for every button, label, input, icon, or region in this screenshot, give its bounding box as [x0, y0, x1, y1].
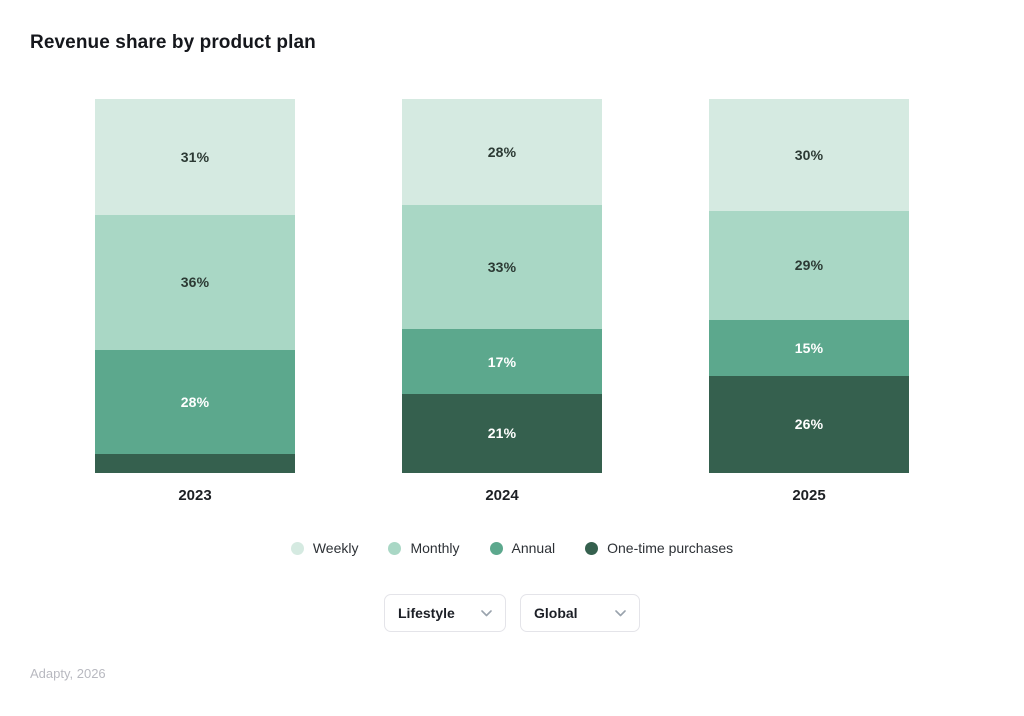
stacked-bar-2024: 28% 33% 17% 21% — [402, 99, 602, 473]
legend-swatch-icon — [489, 541, 503, 555]
segment-monthly: 29% — [709, 211, 909, 320]
segment-one-time-purchases: 26% — [709, 375, 909, 473]
chevron-down-icon — [615, 609, 626, 617]
segment-value-label: 29% — [794, 257, 824, 274]
chevron-down-icon — [481, 609, 492, 617]
segment-value-label: 31% — [180, 148, 210, 165]
region-dropdown-value: Global — [534, 605, 578, 621]
segment-value-label: 21% — [487, 425, 517, 442]
segment-annual: 17% — [402, 329, 602, 394]
segment-value-label: 28% — [487, 143, 517, 160]
legend-item-weekly: Weekly — [290, 540, 359, 556]
legend-swatch-icon — [388, 541, 402, 555]
legend-label: Monthly — [410, 540, 460, 556]
legend-label: Weekly — [312, 540, 359, 556]
region-dropdown[interactable]: Global — [520, 594, 640, 632]
legend: Weekly Monthly Annual One-time purchases — [0, 540, 1024, 556]
segment-value-label: 26% — [794, 416, 824, 433]
plan-dropdown-value: Lifestyle — [398, 605, 455, 621]
segment-one-time-purchases: 21% — [402, 393, 602, 473]
segment-value-label: 36% — [180, 274, 210, 291]
legend-item-one-time-purchases: One-time purchases — [585, 540, 733, 556]
legend-label: Annual — [511, 540, 556, 556]
segment-value-label: 15% — [794, 339, 824, 356]
stacked-bar-2025: 30% 29% 15% 26% — [709, 99, 909, 473]
legend-item-monthly: Monthly — [388, 540, 460, 556]
stacked-bar-2023: 31% 36% 28% — [95, 99, 295, 473]
segment-weekly: 31% — [95, 99, 295, 215]
page-title: Revenue share by product plan — [30, 32, 316, 53]
legend-item-annual: Annual — [489, 540, 556, 556]
segment-weekly: 30% — [709, 99, 909, 212]
category-label-2024: 2024 — [485, 487, 519, 504]
segment-annual: 15% — [709, 319, 909, 376]
segment-monthly: 33% — [402, 204, 602, 330]
category-label-2025: 2025 — [792, 487, 826, 504]
legend-swatch-icon — [290, 541, 304, 555]
bar-column-2023: 31% 36% 28% 2023 — [95, 99, 295, 504]
filter-controls: Lifestyle Global — [0, 594, 1024, 632]
segment-monthly: 36% — [95, 214, 295, 350]
bar-column-2024: 28% 33% 17% 21% 2024 — [402, 99, 602, 504]
segment-value-label: 33% — [487, 259, 517, 276]
segment-annual: 28% — [95, 349, 295, 455]
chart: 31% 36% 28% 2023 28% 33% 17% 21% 2024 30% 29% 15% 26… — [95, 99, 909, 504]
segment-weekly: 28% — [402, 99, 602, 205]
source-credit: Adapty, 2026 — [30, 666, 106, 681]
category-label-2023: 2023 — [178, 487, 212, 504]
bar-column-2025: 30% 29% 15% 26% 2025 — [709, 99, 909, 504]
segment-value-label: 17% — [487, 353, 517, 370]
segment-value-label: 28% — [180, 393, 210, 410]
segment-one-time-purchases — [95, 454, 295, 473]
legend-swatch-icon — [585, 541, 599, 555]
plan-dropdown[interactable]: Lifestyle — [384, 594, 506, 632]
segment-value-label: 30% — [794, 147, 824, 164]
legend-label: One-time purchases — [607, 540, 734, 556]
